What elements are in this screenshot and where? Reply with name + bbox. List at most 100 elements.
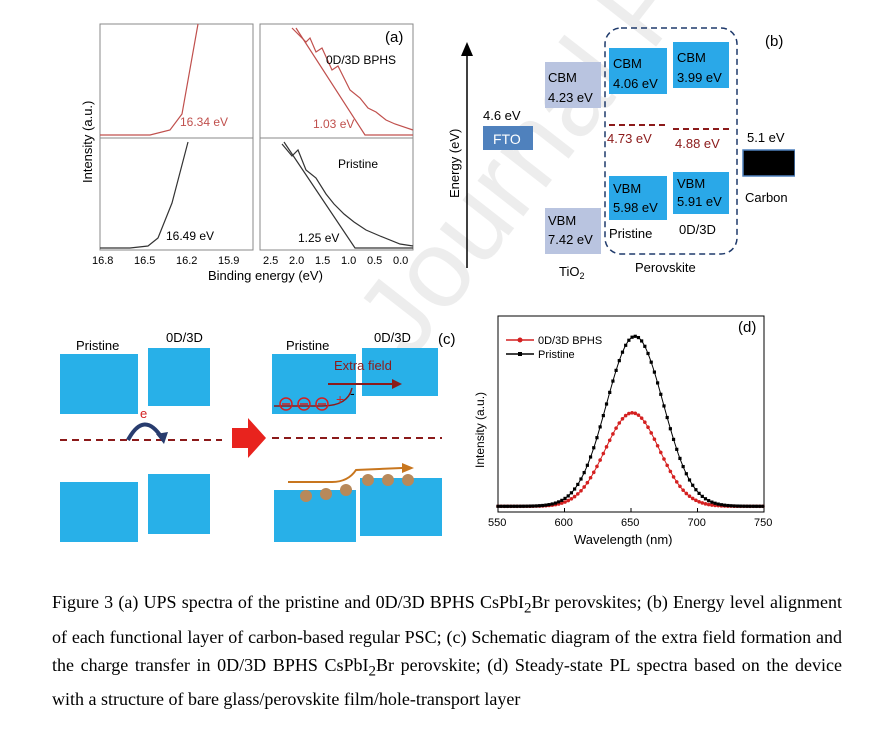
- series-line-0: [498, 412, 763, 507]
- data-point: [633, 334, 637, 338]
- data-point: [656, 381, 660, 385]
- data-point: [668, 427, 672, 431]
- data-point: [601, 451, 606, 456]
- perovskite-box: [604, 27, 738, 255]
- data-point: [569, 491, 574, 495]
- data-point: [509, 504, 513, 508]
- data-point: [608, 390, 612, 394]
- data-point: [649, 431, 654, 435]
- data-point: [592, 446, 596, 450]
- data-point: [659, 392, 663, 396]
- bphs-onset-curve: [291, 27, 414, 131]
- series-top-name: 0D/3D BPHS: [326, 53, 396, 67]
- data-point: [703, 502, 708, 506]
- pristine-cbm-label: CBM: [613, 56, 642, 71]
- electron-transfer-arrow: [126, 422, 164, 441]
- data-point: [553, 501, 558, 505]
- data-point: [588, 455, 593, 459]
- right-od3d-vb: [360, 478, 442, 536]
- od3d-cbm-label: CBM: [677, 50, 706, 65]
- left-od3d-cb: [148, 348, 210, 406]
- data-point: [633, 411, 638, 416]
- data-point: [601, 414, 605, 418]
- data-point: [550, 502, 554, 506]
- data-point: [557, 500, 561, 504]
- data-point: [713, 501, 717, 505]
- left-pristine-cb: [60, 354, 138, 414]
- panel-b-label: (b): [765, 33, 783, 50]
- data-point: [729, 504, 733, 508]
- data-point: [662, 457, 666, 461]
- legend-text-pristine: Pristine: [538, 349, 575, 361]
- caption-sub-1: 2: [524, 600, 532, 617]
- cutoff-bottom-label: 16.49 eV: [166, 229, 214, 243]
- data-point: [674, 480, 679, 484]
- interface-plus: +: [336, 391, 344, 407]
- od3d-vbm-label: VBM: [677, 176, 705, 191]
- data-point: [684, 491, 689, 496]
- fto-label: FTO: [493, 131, 521, 147]
- data-point: [639, 416, 644, 420]
- data-point: [726, 503, 730, 508]
- tio2-label: TiO2: [559, 264, 584, 281]
- data-point: [573, 487, 577, 491]
- data-point: [624, 343, 628, 347]
- data-point: [544, 503, 548, 507]
- data-point: [576, 482, 580, 487]
- legend: 0D/3D BPHS Pristine: [506, 335, 602, 361]
- pristine-onset-curve: [281, 143, 414, 247]
- caption-part-1: Figure 3 (a) UPS spectra of the pristine…: [52, 592, 524, 612]
- tio2-cbm-label: CBM: [548, 70, 577, 85]
- left-pristine-label: Pristine: [76, 338, 119, 353]
- data-point: [560, 501, 564, 505]
- tio2-vbm-label: VBM: [548, 213, 576, 228]
- data-point: [681, 464, 685, 469]
- data-point: [627, 411, 631, 416]
- tick: 1.5: [315, 255, 330, 267]
- onset-top-label: 1.03 eV: [313, 117, 354, 131]
- holes: [300, 474, 414, 502]
- data-point: [655, 443, 660, 448]
- data-point: [630, 411, 634, 415]
- data-point: [690, 496, 695, 501]
- tick: 0.5: [367, 255, 382, 267]
- pl-series: [496, 334, 765, 509]
- tick: 1.0: [341, 255, 356, 267]
- data-point: [611, 379, 615, 383]
- panel-d-pl-chart: (d) Intensity (a.u.) 0D/3D BPHS Pristine…: [473, 315, 772, 547]
- panel-b-ylabel: Energy (eV): [447, 129, 462, 198]
- electron-arrowhead: [156, 432, 168, 444]
- data-point: [652, 437, 657, 441]
- data-point: [541, 503, 545, 508]
- data-point: [604, 402, 609, 406]
- data-point: [681, 488, 685, 492]
- data-point: [665, 463, 669, 468]
- tick: 15.9: [218, 255, 239, 267]
- tio2-text: TiO: [559, 264, 579, 279]
- data-point: [582, 471, 586, 475]
- panel-d-label: (d): [738, 319, 756, 336]
- tick: 2.0: [289, 255, 304, 267]
- tick: 0.0: [393, 255, 408, 267]
- legend-text-bphs: 0D/3D BPHS: [538, 335, 602, 347]
- data-point: [630, 335, 634, 339]
- data-point: [700, 501, 705, 505]
- bphs-cutoff-curve: [100, 23, 199, 136]
- data-point: [732, 504, 736, 508]
- data-point: [735, 504, 739, 508]
- bphs-onset-fit: [295, 27, 413, 136]
- trapped-electrons: [279, 397, 329, 411]
- tick: 16.5: [134, 255, 155, 267]
- data-point: [668, 469, 673, 474]
- data-point: [576, 492, 580, 496]
- tio2-subscript: 2: [579, 271, 584, 281]
- left-od3d-vb: [148, 474, 210, 534]
- panel-a-ylabel: Intensity (a.u.): [80, 101, 95, 183]
- energy-axis-arrow: [461, 42, 473, 56]
- data-point: [723, 503, 727, 507]
- data-point: [636, 335, 641, 340]
- data-point: [604, 445, 609, 449]
- data-point: [512, 504, 516, 508]
- panel-b-energy-levels: (b) Energy (eV) 4.6 eV FTO CBM 4.23 eV V…: [447, 27, 795, 281]
- tio2-cbm-value: 4.23 eV: [548, 90, 593, 105]
